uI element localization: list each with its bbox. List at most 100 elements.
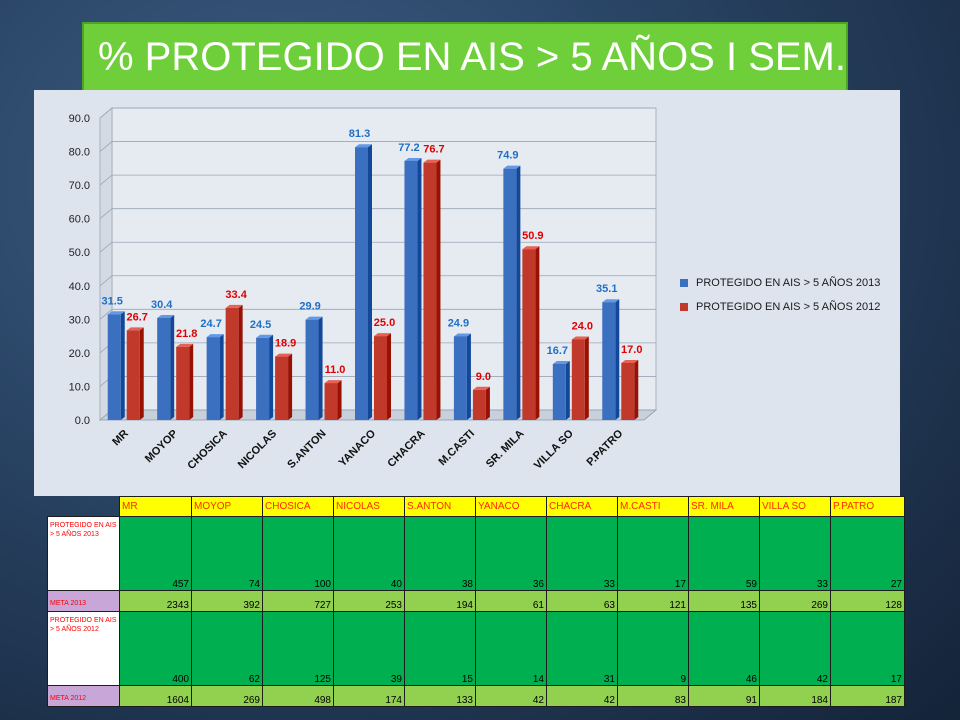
bar-2013-side — [417, 157, 422, 420]
bar-2013-top — [602, 299, 620, 303]
bar-2012 — [472, 389, 486, 420]
table-cell: 46 — [688, 611, 760, 686]
bar-2013 — [206, 337, 220, 420]
bar-2013-side — [368, 144, 372, 420]
bar-2013 — [453, 336, 467, 420]
table-cell: 174 — [333, 685, 405, 707]
data-label-2013: 24.9 — [448, 317, 469, 329]
gridline — [99, 141, 656, 152]
bar-2013-top — [453, 333, 471, 337]
x-tick-label: MOYOP — [143, 428, 180, 465]
bar-2013-top — [256, 334, 274, 338]
column-header: M.CASTI — [617, 496, 689, 517]
table-cell: 457 — [119, 516, 192, 591]
data-label-2012: 11.0 — [325, 364, 346, 376]
y-tick-label: 60.0 — [69, 214, 90, 226]
bar-2012-side — [535, 246, 540, 420]
bar-2013-top — [157, 314, 175, 318]
chart-legend: PROTEGIDO EN AIS > 5 AÑOS 2013 PROTEGIDO… — [680, 274, 880, 322]
bar-2013 — [107, 314, 121, 420]
bar-2012-side — [584, 336, 589, 420]
bar-2013-side — [516, 165, 521, 420]
table-cell: 727 — [262, 590, 334, 612]
table-cell: 33 — [759, 516, 831, 591]
data-label-2012: 18.9 — [275, 338, 296, 350]
data-label-2013: 35.1 — [596, 283, 617, 295]
bar-2013 — [355, 147, 368, 420]
table-cell: 59 — [688, 516, 760, 591]
table-cell: 187 — [830, 685, 905, 707]
bar-2012-top — [374, 333, 391, 337]
column-header: VILLA SO — [759, 496, 831, 517]
table-cell: 133 — [404, 685, 476, 707]
legend-swatch-2013 — [680, 279, 688, 287]
table-cell: 125 — [262, 611, 334, 686]
gridline — [99, 107, 656, 119]
row-label: PROTEGIDO EN AIS > 5 AÑOS 2012 — [47, 611, 120, 686]
column-header: CHOSICA — [262, 496, 334, 517]
bar-2013-side — [219, 334, 224, 420]
table-cell: 42 — [475, 685, 547, 707]
table-cell: 400 — [119, 611, 192, 686]
bar-2012-top — [472, 386, 490, 390]
table-cell: 184 — [759, 685, 831, 707]
bar-chart: 0.0 10.0 20.0 30.0 40.0 50.0 60.0 70.0 80.0 90.0 3… — [69, 107, 658, 472]
y-tick-label: 70.0 — [69, 180, 90, 192]
data-label-2012: 76.7 — [423, 144, 444, 156]
table-cell: 63 — [546, 590, 618, 612]
data-label-2013: 29.9 — [299, 301, 320, 313]
table-corner — [48, 497, 120, 517]
column-header: P.PATRO — [830, 496, 905, 517]
legend-label-2013: PROTEGIDO EN AIS > 5 AÑOS 2013 — [696, 277, 881, 289]
legend-item-2013: PROTEGIDO EN AIS > 5 AÑOS 2013 — [680, 274, 880, 292]
column-header: YANACO — [475, 496, 547, 517]
bar-2013 — [404, 160, 418, 420]
bar-2012-side — [189, 343, 194, 420]
y-tick-label: 20.0 — [69, 348, 90, 360]
bar-2012-top — [126, 327, 144, 331]
bar-2012-side — [288, 353, 293, 420]
bar-2012-side — [485, 386, 490, 420]
column-header: MOYOP — [191, 496, 263, 517]
bar-2013 — [552, 363, 566, 420]
legend-item-2012: PROTEGIDO EN AIS > 5 AÑOS 2012 — [680, 298, 880, 316]
gridline — [99, 241, 656, 253]
table-cell: 135 — [688, 590, 760, 612]
bar-2013-side — [466, 333, 471, 420]
table-cell: 40 — [333, 516, 405, 591]
data-table-wrap: MR MOYOP CHOSICA NICOLAS S.ANTON YANACO CHACRA… — [47, 496, 905, 707]
column-header: MR — [119, 496, 192, 517]
table-cell: 17 — [830, 611, 905, 686]
data-label-2012: 25.0 — [374, 317, 395, 329]
bar-2013-top — [305, 316, 323, 320]
legend-label-2012: PROTEGIDO EN AIS > 5 AÑOS 2012 — [696, 301, 881, 313]
table-cell: 14 — [475, 611, 547, 686]
data-label-2013: 24.7 — [200, 318, 221, 330]
data-label-2013: 30.4 — [151, 299, 173, 311]
table-cell: 27 — [830, 516, 905, 591]
row-label: META 2013 — [47, 590, 120, 612]
bar-2013-top — [107, 311, 125, 315]
x-tick-label: S.ANTON — [285, 428, 328, 471]
x-tick-label: P.PATRO — [584, 427, 625, 468]
table-cell: 74 — [191, 516, 263, 591]
table-cell: 39 — [333, 611, 405, 686]
bar-2012 — [423, 162, 437, 420]
gridline — [99, 275, 656, 287]
bar-2013 — [503, 168, 517, 420]
y-tick-label: 0.0 — [75, 415, 90, 427]
x-tick-label: M.CASTI — [437, 428, 477, 468]
bar-2012 — [621, 362, 635, 420]
table-cell: 62 — [191, 611, 263, 686]
bar-2013-side — [615, 299, 620, 420]
data-label-2012: 24.0 — [572, 320, 593, 332]
table-cell: 100 — [262, 516, 334, 591]
bar-2013-side — [120, 311, 125, 420]
bar-2012-top — [225, 304, 243, 308]
table-cell: 2343 — [119, 590, 192, 612]
y-tick-label: 40.0 — [69, 281, 90, 293]
column-header: CHACRA — [546, 496, 618, 517]
gridline — [99, 208, 656, 219]
page-title: % PROTEGIDO EN AIS > 5 AÑOS I SEM. — [98, 34, 846, 79]
bar-2013-side — [318, 316, 323, 420]
